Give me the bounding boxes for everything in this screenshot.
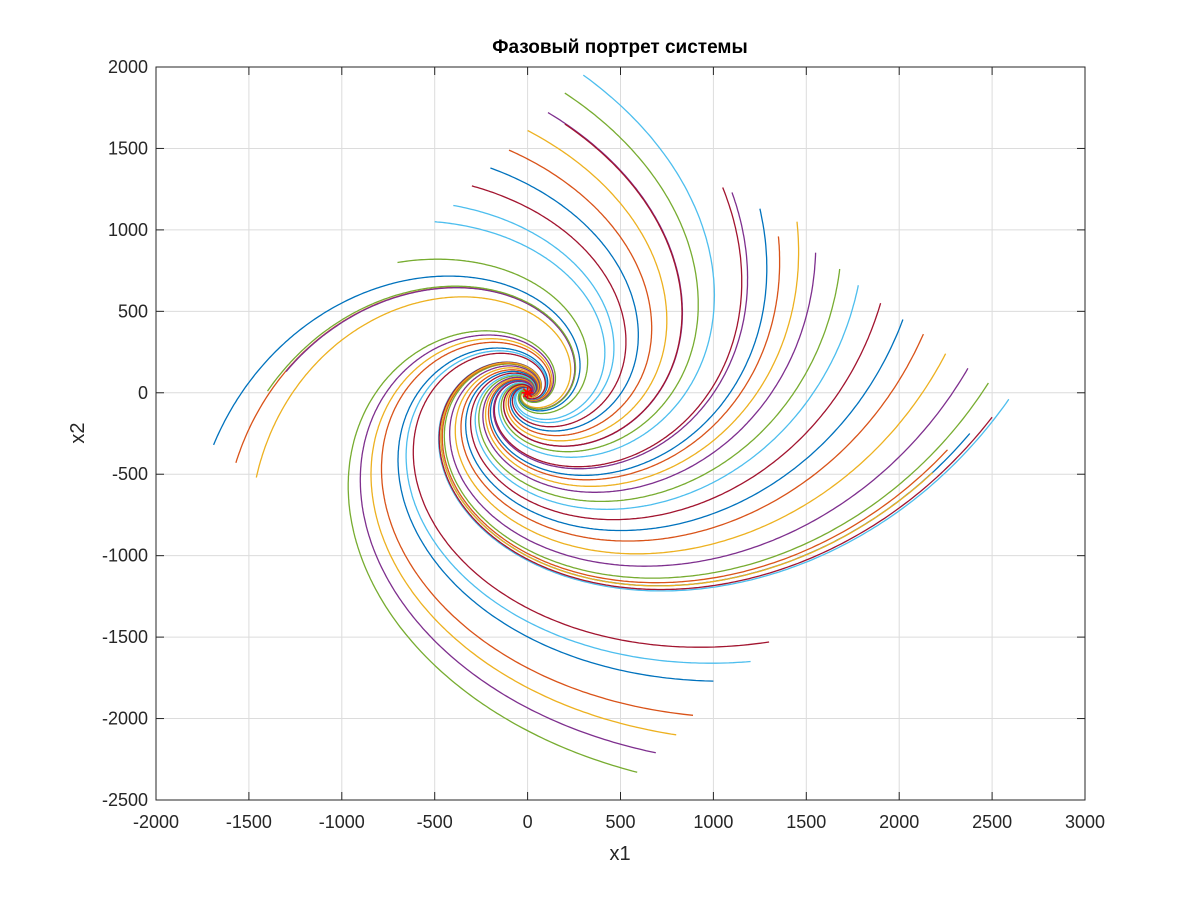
x-tick-label: -2000	[133, 812, 179, 832]
trajectory-line	[412, 352, 770, 648]
y-tick-label: -2000	[102, 709, 148, 729]
trajectory-line	[492, 192, 749, 470]
trajectory-line	[440, 362, 934, 587]
x-axis-label: x1	[609, 843, 630, 865]
x-tick-label: -1000	[319, 812, 365, 832]
x-tick-label: 1500	[786, 812, 826, 832]
ticks: -2000 -1500 -1000 -500 0 500 1000 1500 2000 2500 3…	[102, 57, 1105, 832]
trajectory-line	[497, 74, 716, 458]
x-tick-label: 500	[605, 812, 635, 832]
y-tick-label: -1000	[102, 546, 148, 566]
x-tick-label: -500	[417, 812, 453, 832]
x-tick-label: 2000	[879, 812, 919, 832]
trajectories	[213, 74, 1010, 773]
y-tick-label: -2500	[102, 790, 148, 810]
y-tick-label: 0	[138, 383, 148, 403]
x-tick-label: 3000	[1065, 812, 1105, 832]
chart-title: Фазовый портрет системы	[492, 37, 747, 58]
trajectory-line	[347, 330, 638, 773]
x-tick-label: 2500	[972, 812, 1012, 832]
y-tick-label: 500	[118, 301, 148, 321]
trajectory-line	[397, 258, 589, 415]
x-tick-label: 1000	[693, 812, 733, 832]
y-tick-label: 1500	[108, 138, 148, 158]
trajectory-line	[503, 123, 683, 447]
y-tick-label: -1500	[102, 627, 148, 647]
x-tick-label: -1500	[226, 812, 272, 832]
y-tick-label: -500	[112, 464, 148, 484]
y-tick-label: 1000	[108, 220, 148, 240]
equilibrium-star-stroke	[522, 388, 533, 398]
y-tick-label: 2000	[108, 57, 148, 77]
y-axis-label: x2	[67, 422, 89, 443]
x-tick-label: 0	[523, 812, 533, 832]
equilibrium-marker	[521, 386, 534, 399]
